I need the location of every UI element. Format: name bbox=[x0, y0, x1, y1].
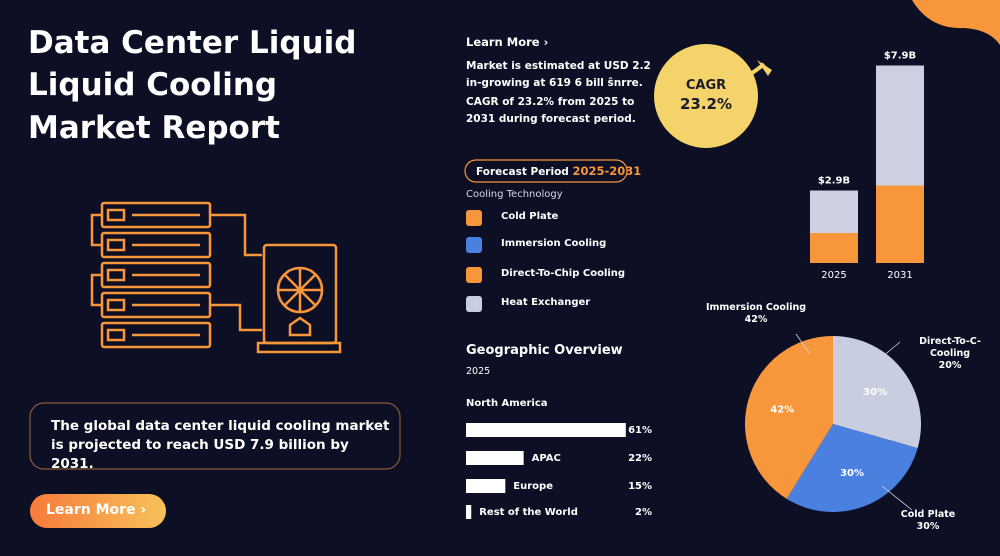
summary-box bbox=[29, 402, 401, 470]
outer-label-value: 20% bbox=[938, 360, 962, 371]
x-tick-label: 2025 bbox=[821, 270, 846, 280]
total-label: $2.9B bbox=[818, 176, 850, 187]
cagr-badge-text: CAGR 23.2% bbox=[654, 77, 758, 113]
outer-label-value: 30% bbox=[916, 521, 940, 532]
bar bbox=[466, 479, 506, 493]
pie-slice bbox=[833, 336, 921, 449]
outer-label-box: Direct-To-C-Cooling 20% bbox=[919, 336, 981, 372]
bar bbox=[466, 423, 626, 437]
hbar-chart: North America 61% APAC 22% Europe 15% Rest of … bbox=[466, 398, 652, 519]
slice-label: 30% bbox=[840, 468, 864, 479]
forecast: Forecast Period 2025-2031 bbox=[476, 164, 641, 178]
category-label: North America bbox=[466, 398, 548, 409]
cagr-label: CAGR bbox=[685, 78, 727, 93]
legend-swatch bbox=[466, 296, 482, 312]
forecast-period: 2025-2031 bbox=[572, 164, 642, 178]
x-tick-label: 2031 bbox=[887, 270, 912, 280]
forecast-pill bbox=[464, 159, 628, 183]
legend-swatch bbox=[466, 210, 482, 226]
legend-swatch bbox=[466, 267, 482, 283]
bar bbox=[466, 505, 472, 519]
legend-label: Direct-To-Chip Cooling bbox=[501, 268, 626, 279]
bar-chart: $2.9B 2025 $7.9B 2031 bbox=[810, 51, 924, 280]
leader-line bbox=[795, 333, 811, 355]
title-line: Liquid Cooling bbox=[28, 67, 278, 103]
top-link[interactable]: Learn More › bbox=[466, 35, 549, 49]
cagr-arrow-head bbox=[757, 60, 772, 76]
geo-title: Geographic Overview bbox=[466, 343, 623, 358]
slice-label: 30% bbox=[863, 387, 887, 398]
summary: The global data center liquid cooling ma… bbox=[51, 418, 390, 472]
value-label: 61% bbox=[628, 425, 652, 436]
category-label: APAC bbox=[532, 453, 561, 464]
legend-label: Cold Plate bbox=[501, 211, 559, 222]
outer-label-value: 42% bbox=[744, 314, 768, 325]
cta-button-bg[interactable] bbox=[30, 494, 166, 528]
legend-title: Cooling Technology bbox=[466, 189, 563, 200]
outer-label-name: Immersion Cooling bbox=[705, 302, 807, 313]
leader-line bbox=[881, 485, 913, 511]
bar bbox=[466, 451, 524, 465]
cagr-badge bbox=[654, 44, 758, 148]
slice-label: 42% bbox=[770, 405, 794, 416]
value-label: 15% bbox=[628, 481, 652, 492]
leader-line bbox=[875, 341, 901, 363]
outer-label-box: Cold Plate 30% bbox=[897, 509, 959, 533]
category-label: Rest of the World bbox=[479, 507, 578, 518]
pie-slice bbox=[786, 424, 918, 512]
outer-label-name: Direct-To-C-Cooling bbox=[919, 336, 981, 359]
server-illustration bbox=[90, 201, 342, 354]
bar-segment bbox=[810, 190, 858, 233]
top-link-label[interactable]: Learn More bbox=[466, 35, 540, 49]
pie-slice bbox=[745, 336, 833, 499]
corner-blob bbox=[912, 0, 1000, 45]
value-label: 22% bbox=[628, 453, 652, 464]
cagr-text: CAGR of 23.2% from 2025 to 2031 during f… bbox=[466, 96, 636, 125]
forecast-label: Forecast Period bbox=[476, 166, 569, 178]
title-line: Data Center Liquid bbox=[28, 25, 357, 61]
cta-label[interactable]: Learn More bbox=[46, 502, 136, 518]
cta-button[interactable]: Learn More › bbox=[46, 502, 147, 518]
bar-segment bbox=[876, 65, 924, 186]
outer-label-name: Cold Plate bbox=[900, 509, 956, 520]
title-line: Market Report bbox=[28, 110, 280, 146]
geo-year: 2025 bbox=[466, 366, 491, 377]
cagr-value: 23.2% bbox=[679, 95, 733, 113]
value-label: 2% bbox=[635, 507, 652, 518]
outer-label-box: Immersion Cooling 42% bbox=[701, 302, 811, 326]
legend-label: Immersion Cooling bbox=[501, 238, 607, 249]
legend-label: Heat Exchanger bbox=[501, 297, 591, 308]
total-label: $7.9B bbox=[884, 51, 916, 62]
bar-segment bbox=[876, 185, 924, 263]
market-text: Market is estimated at USD 2.2 in-growin… bbox=[466, 60, 651, 89]
bar-segment bbox=[810, 233, 858, 263]
category-label: Europe bbox=[513, 481, 553, 492]
legend-swatch bbox=[466, 237, 482, 253]
